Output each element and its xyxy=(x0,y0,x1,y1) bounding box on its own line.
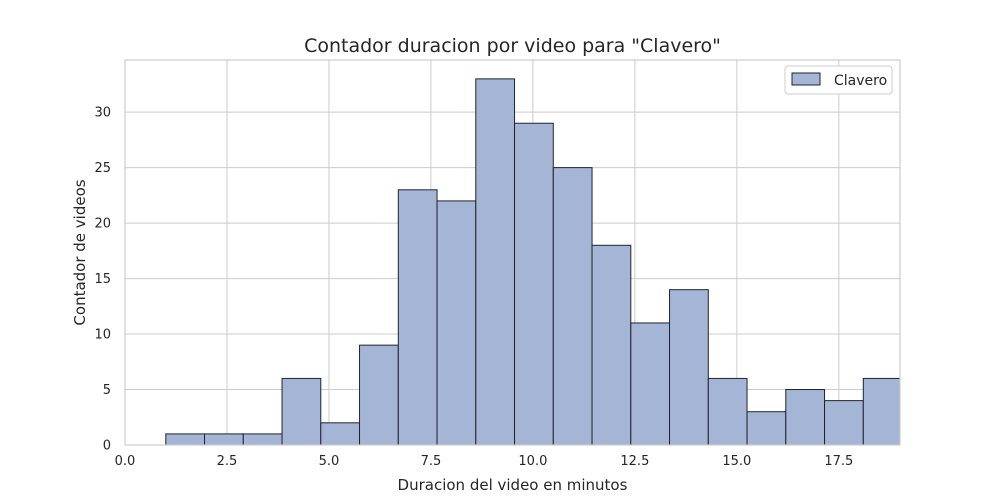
legend: Clavero xyxy=(784,65,893,95)
histogram-bar xyxy=(475,78,516,446)
chart-title: Contador duracion por video para "Claver… xyxy=(304,35,721,57)
y-tick-label: 5 xyxy=(103,383,111,398)
histogram-bar xyxy=(281,377,322,446)
histogram-bar xyxy=(785,389,826,446)
histogram-bar xyxy=(359,344,399,446)
histogram-bar xyxy=(514,122,554,446)
y-tick-label: 15 xyxy=(94,272,111,287)
histogram-bar xyxy=(204,433,244,446)
histogram-bar xyxy=(397,189,438,446)
histogram-bar xyxy=(669,289,709,446)
histogram-bar xyxy=(320,422,361,446)
y-tick-labels: 0 5 10 15 20 25 30 xyxy=(94,106,111,454)
legend-label-clavero: Clavero xyxy=(834,73,887,89)
histogram-bar xyxy=(165,433,206,446)
y-tick-label: 25 xyxy=(94,161,111,176)
histogram-bar xyxy=(591,244,632,446)
bars-layer xyxy=(165,78,901,446)
x-tick-label: 12.5 xyxy=(620,454,649,469)
y-tick-label: 10 xyxy=(94,328,111,343)
x-tick-label: 10.0 xyxy=(518,454,547,469)
histogram-bar xyxy=(630,322,671,446)
y-tick-label: 20 xyxy=(94,217,111,232)
x-tick-label: 17.5 xyxy=(824,454,853,469)
histogram-bar xyxy=(824,400,864,446)
plot-frame xyxy=(124,59,901,446)
y-tick-label: 30 xyxy=(94,106,111,121)
x-tick-label: 5.0 xyxy=(319,454,340,469)
legend-swatch xyxy=(791,72,821,86)
histogram-bar xyxy=(707,377,748,446)
x-tick-label: 2.5 xyxy=(217,454,238,469)
histogram-bar xyxy=(552,167,593,446)
x-tick-label: 7.5 xyxy=(421,454,442,469)
histogram-bar xyxy=(436,200,477,446)
histogram-bar xyxy=(242,433,283,446)
histogram-bar xyxy=(746,411,787,446)
x-tick-label: 15.0 xyxy=(722,454,751,469)
x-tick-labels: 0.0 2.5 5.0 7.5 10.0 12.5 15.0 17.5 xyxy=(115,454,854,469)
x-axis-label: Duracion del video en minutos xyxy=(398,476,628,494)
y-tick-label: 0 xyxy=(103,439,111,454)
y-axis-label: Contador de videos xyxy=(71,179,89,325)
histogram-bar xyxy=(862,377,901,446)
x-tick-label: 0.0 xyxy=(115,454,136,469)
